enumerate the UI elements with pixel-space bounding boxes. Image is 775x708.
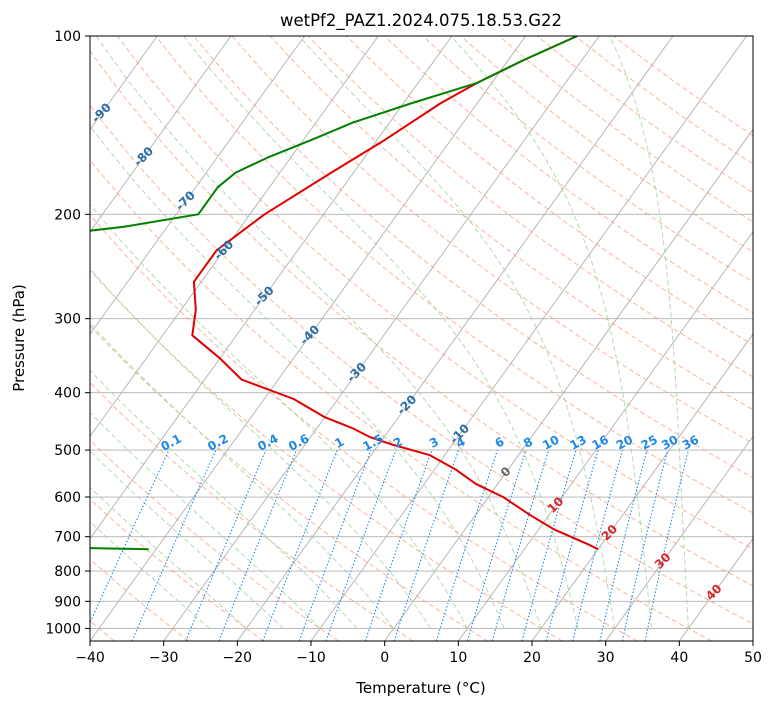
moist-adiabat xyxy=(90,369,358,629)
mixing-ratio-line xyxy=(572,449,623,641)
y-tick-label: 500 xyxy=(54,443,81,459)
dry-adiabat xyxy=(193,36,753,479)
isotherm-line xyxy=(384,128,753,641)
mixing-ratio-line xyxy=(466,449,527,641)
y-tick-label: 300 xyxy=(54,312,81,328)
mixing-ratio-label: 30 xyxy=(659,432,680,452)
x-tick-label: 20 xyxy=(523,650,541,666)
mixing-ratio-line xyxy=(644,449,689,641)
temperature-profile xyxy=(191,36,599,551)
x-tick-label: −10 xyxy=(296,650,326,666)
x-axis-label: Temperature (°C) xyxy=(355,679,485,697)
plot-frame xyxy=(89,35,754,642)
mixing-ratio-line xyxy=(599,449,648,641)
moist-adiabat xyxy=(95,36,542,629)
isotherm-line xyxy=(90,36,305,335)
mixing-ratio-line xyxy=(185,449,267,641)
dry-adiabat xyxy=(384,36,753,314)
mixing-ratio-line xyxy=(262,449,338,641)
moist-adiabat xyxy=(183,36,579,629)
x-tick-label: 30 xyxy=(597,650,615,666)
mixing-ratio-label: 20 xyxy=(614,432,635,452)
mixing-ratio-line xyxy=(131,449,217,641)
x-tick-label: 40 xyxy=(670,650,688,666)
x-tick-label: −20 xyxy=(223,650,253,666)
dry-adiabat xyxy=(90,104,753,625)
x-tick-label: −40 xyxy=(75,650,105,666)
mixing-ratio-line xyxy=(364,449,433,641)
profile-lines xyxy=(90,36,599,551)
dry-adiabat xyxy=(422,36,753,283)
mixing-ratio-line xyxy=(491,449,550,641)
y-axis: 100 200 300 400 500 600 700 800 900 1000 xyxy=(45,29,90,637)
isotherm-line xyxy=(457,230,753,641)
mixing-ratio-line xyxy=(435,449,498,641)
x-tick-label: −30 xyxy=(149,650,179,666)
x-tick-label: 10 xyxy=(449,650,467,666)
dry-adiabat xyxy=(90,50,753,587)
y-tick-label: 600 xyxy=(54,490,81,506)
mixing-ratio-line xyxy=(325,449,397,641)
mixing-ratio-line xyxy=(90,449,170,625)
dry-adiabat xyxy=(90,439,339,641)
moist-adiabat xyxy=(90,125,505,629)
moist-adiabat xyxy=(609,36,689,629)
moist-adiabat xyxy=(90,203,468,629)
mixing-ratio-label: 16 xyxy=(590,432,611,452)
isotherm-line xyxy=(236,36,674,641)
isotherm-line xyxy=(605,435,753,641)
y-axis-label: Pressure (hPa) xyxy=(10,284,28,392)
mixing-ratio-label: 25 xyxy=(639,432,660,452)
moist-adiabat xyxy=(298,36,616,629)
isotherm-line xyxy=(90,36,526,641)
moist-adiabat xyxy=(450,36,652,629)
mixing-ratio-line xyxy=(621,449,669,641)
dry-adiabat xyxy=(90,213,638,641)
mixing-ratio-line xyxy=(545,449,599,641)
x-tick-label: 0 xyxy=(380,650,389,666)
dry-adiabat xyxy=(231,36,753,444)
y-tick-label: 900 xyxy=(54,594,81,610)
mixing-ratio-label: 36 xyxy=(680,432,701,452)
y-tick-label: 400 xyxy=(54,386,81,402)
y-tick-label: 100 xyxy=(54,29,81,45)
mixing-ratio-line xyxy=(218,449,298,641)
isotherm-line xyxy=(678,537,753,641)
y-tick-label: 1000 xyxy=(45,621,81,637)
chart-title: wetPf2_PAZ1.2024.075.18.53.G22 xyxy=(280,11,562,31)
isotherm-line xyxy=(90,36,379,438)
dry-adiabat xyxy=(90,381,414,641)
dry-adiabat xyxy=(90,558,190,641)
y-tick-label: 700 xyxy=(54,530,81,546)
dewpoint-profile xyxy=(90,36,578,551)
mixing-ratio-label: 10 xyxy=(540,432,561,452)
y-tick-label: 800 xyxy=(54,564,81,580)
dry-adiabat xyxy=(345,36,753,346)
moist-adiabat xyxy=(90,411,321,629)
y-tick-label: 200 xyxy=(54,207,81,223)
moist-adiabat xyxy=(90,450,284,629)
mixing-ratio-line xyxy=(298,449,372,641)
mixing-ratio-label: 13 xyxy=(567,432,588,452)
x-tick-label: 50 xyxy=(744,650,762,666)
isotherm-line xyxy=(90,36,453,540)
dry-adiabat xyxy=(90,159,712,641)
isotherm-line xyxy=(90,36,232,233)
background-lines xyxy=(90,36,753,641)
isotherm-line xyxy=(163,36,600,641)
mixing-ratio-line xyxy=(521,449,577,641)
dry-adiabat xyxy=(117,36,753,550)
moist-adiabat xyxy=(90,268,431,629)
x-axis: −40 −30 −20 −10 0 10 20 30 40 50 xyxy=(75,641,762,666)
isotherm-line xyxy=(531,333,753,641)
dry-adiabat xyxy=(90,269,563,641)
mixing-ratio-line xyxy=(393,449,460,641)
